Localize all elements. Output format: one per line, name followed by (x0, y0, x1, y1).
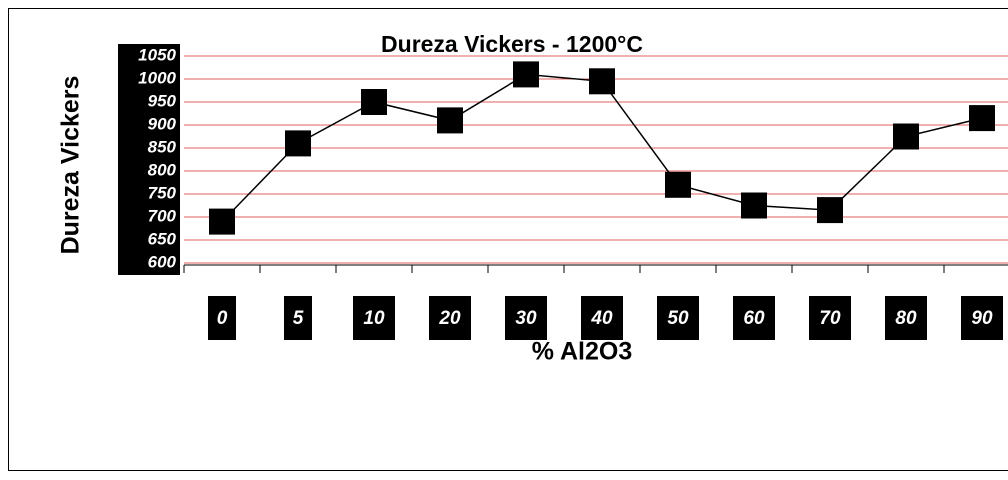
marker (513, 61, 539, 88)
x-axis-title: % Al2O3 (532, 338, 633, 366)
marker (969, 105, 995, 132)
y-tick-label: 750 (148, 183, 177, 202)
x-tick-label-box (284, 296, 312, 340)
marker (741, 192, 767, 219)
y-tick-label-box (118, 113, 180, 137)
x-tick-label: 10 (363, 308, 385, 329)
y-axis-title: Dureza Vickers (57, 76, 85, 255)
marker (817, 197, 843, 224)
x-tick-label: 90 (971, 308, 993, 329)
marker (209, 208, 235, 235)
y-tick-label: 600 (148, 252, 177, 271)
x-tick-label: 50 (667, 308, 689, 329)
x-tick-label-box (733, 296, 775, 340)
x-tick-label: 80 (895, 308, 917, 329)
y-tick-label-box (118, 182, 180, 206)
y-tick-label-box (118, 44, 180, 68)
x-tick-label-box (429, 296, 471, 340)
marker (361, 89, 387, 115)
marker (285, 130, 311, 157)
y-tick-label-box (118, 205, 180, 229)
chart-frame (8, 8, 1008, 471)
x-tick-label: 0 (217, 308, 228, 329)
y-tick-label-box (118, 159, 180, 183)
x-tick-label-box (208, 296, 236, 340)
x-tick-label: 30 (515, 308, 537, 329)
x-tick-label-box (581, 296, 623, 340)
x-tick-label: 20 (438, 308, 461, 329)
marker (437, 107, 463, 134)
x-tick-label: 60 (743, 308, 765, 329)
y-tick-label-box (118, 90, 180, 114)
marker (665, 171, 691, 198)
y-tick-label: 850 (148, 137, 177, 156)
x-tick-label: 5 (293, 308, 304, 329)
x-tick-label: 70 (819, 308, 841, 329)
x-tick-label-box (809, 296, 851, 340)
y-tick-label-box (118, 251, 180, 275)
chart-title: Dureza Vickers - 1200°C (381, 31, 643, 57)
y-tick-label: 1000 (138, 68, 176, 87)
y-tick-label: 900 (148, 114, 177, 133)
y-tick-label: 800 (148, 160, 177, 179)
x-tick-label: 40 (590, 308, 613, 329)
x-tick-label-box (353, 296, 395, 340)
y-tick-label-box (118, 228, 180, 252)
y-tick-label-box (118, 67, 180, 91)
y-tick-label: 650 (148, 229, 177, 248)
marker (589, 68, 615, 95)
x-tick-label-box (885, 296, 927, 340)
x-tick-label-box (961, 296, 1003, 340)
y-tick-label-box (118, 136, 180, 160)
x-tick-label-box (505, 296, 547, 340)
marker (893, 123, 919, 150)
y-tick-label: 950 (148, 91, 177, 110)
x-tick-label-box (657, 296, 699, 340)
y-tick-label: 700 (148, 206, 177, 225)
y-tick-label: 1050 (138, 45, 176, 64)
